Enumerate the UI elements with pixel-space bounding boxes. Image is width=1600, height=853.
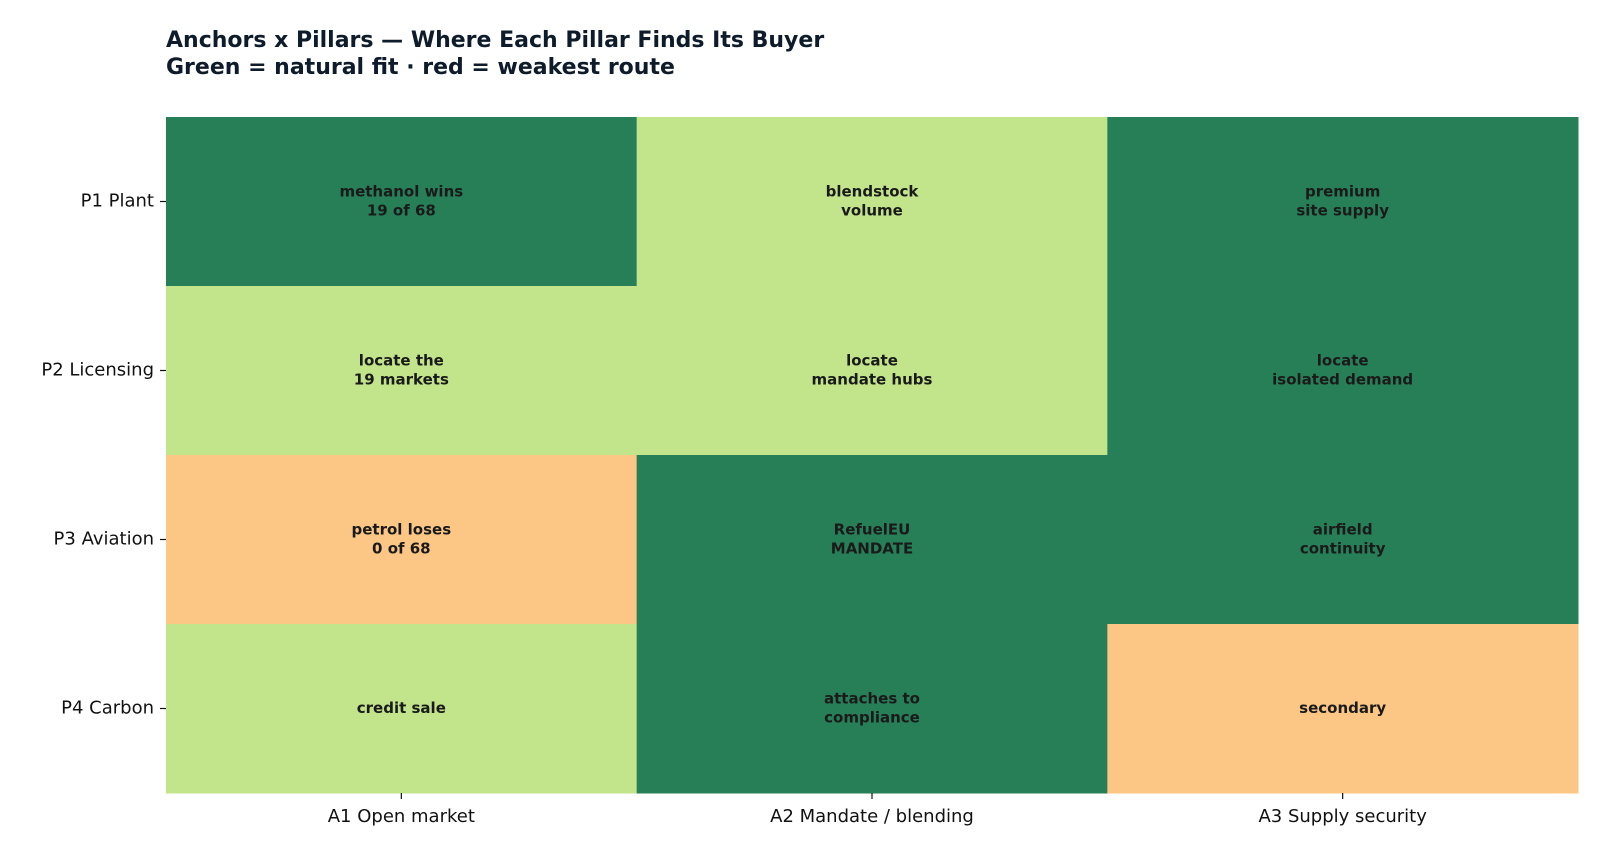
cell [636,455,1108,625]
cell-label: 19 of 68 [367,202,436,220]
cell-label: 19 markets [354,371,449,389]
y-tick-label: P2 Licensing [41,360,154,381]
cell [1107,624,1579,794]
y-tick-label: P4 Carbon [61,698,154,719]
cell [166,117,638,287]
cell-label: secondary [1299,699,1386,717]
cell-label: locate the [359,352,444,370]
y-tick-label: P3 Aviation [54,529,154,550]
y-tick-label: P1 Plant [81,191,154,212]
x-tick-label: A3 Supply security [1258,806,1427,827]
cell-label: methanol wins [339,183,463,201]
cell-label: premium [1305,183,1380,201]
cell-label: RefuelEU [834,521,911,539]
cell [166,455,638,625]
x-tick-label: A2 Mandate / blending [770,806,974,827]
cell-label: MANDATE [831,540,913,558]
cell [636,286,1108,456]
cell-label: 0 of 68 [372,540,431,558]
cell-label: isolated demand [1272,371,1413,389]
cell [1107,455,1579,625]
cell-label: petrol loses [352,521,452,539]
cell-label: credit sale [357,699,446,717]
cell-label: blendstock [826,183,920,201]
cell-label: airfield [1313,521,1373,539]
chart-title: Anchors x Pillars — Where Each Pillar Fi… [166,28,824,53]
cell [1107,286,1579,456]
chart-subtitle: Green = natural fit · red = weakest rout… [166,55,675,80]
cell [636,624,1108,794]
cell-label: site supply [1296,202,1389,220]
cell [1107,117,1579,287]
cell-label: volume [841,202,903,220]
cell-label: locate [1317,352,1369,370]
cell-label: continuity [1300,540,1386,558]
cell-label: mandate hubs [812,371,933,389]
x-tick-label: A1 Open market [328,806,475,827]
cell-label: compliance [824,709,920,727]
cell-label: attaches to [824,690,920,708]
cell [166,286,638,456]
cell [166,624,638,794]
cell-label: locate [846,352,898,370]
cell [636,117,1108,287]
